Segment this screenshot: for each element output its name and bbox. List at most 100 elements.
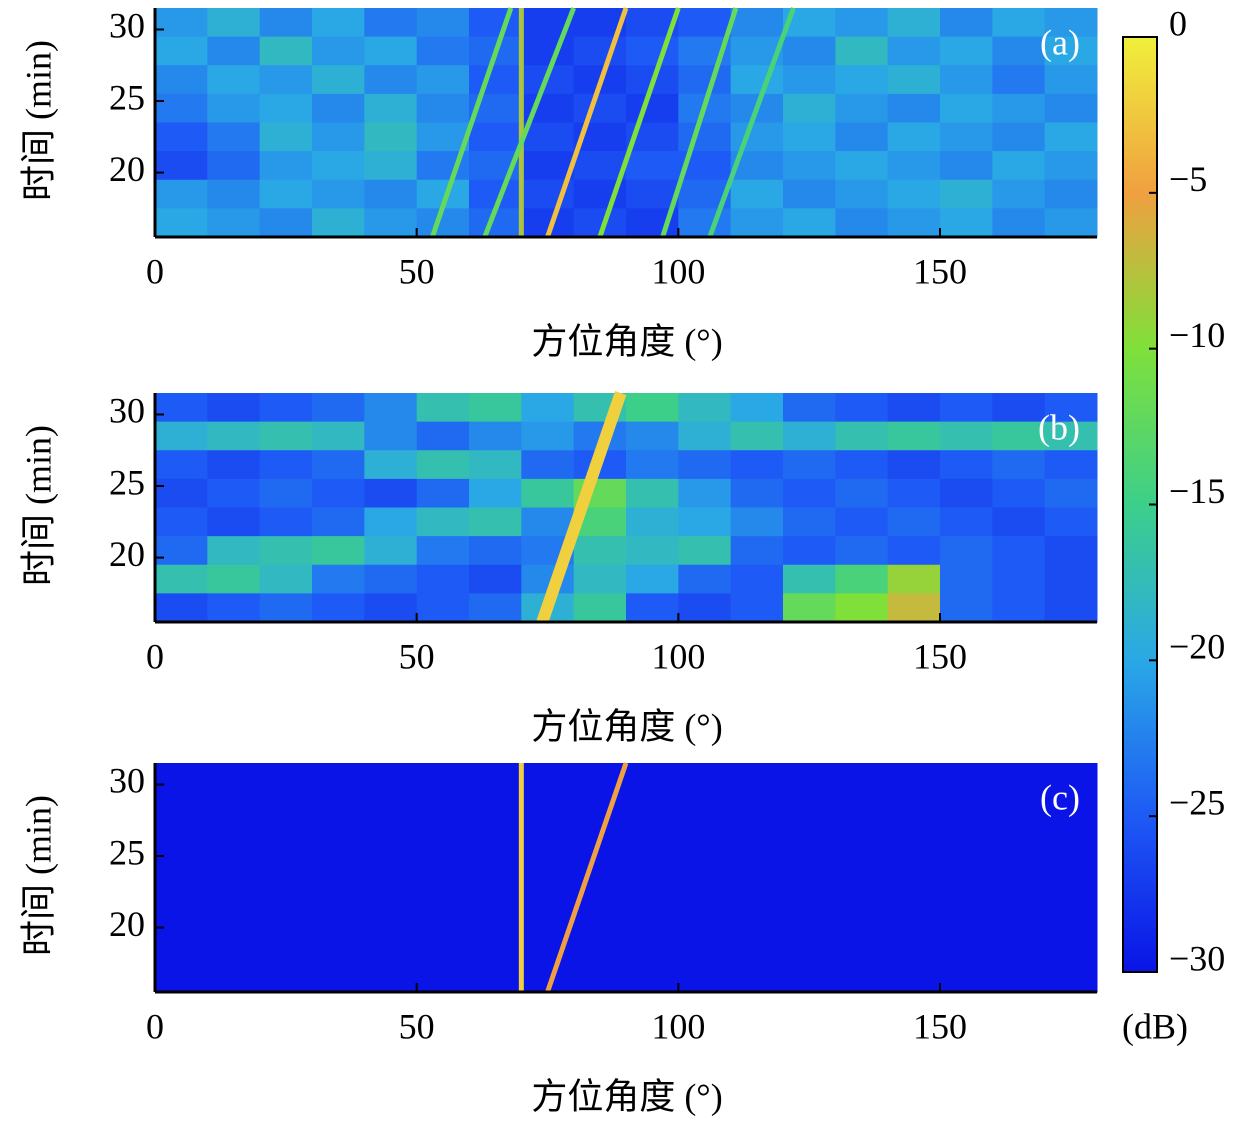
heatmap-cell — [312, 564, 365, 594]
heatmap-cell — [259, 36, 313, 66]
heatmap-cell — [940, 93, 993, 123]
heatmap-cell — [940, 593, 993, 623]
heatmap-cell — [678, 393, 732, 423]
heatmap-cell — [312, 93, 365, 123]
heatmap-cell — [469, 65, 522, 95]
heatmap-cell — [992, 421, 1046, 451]
heatmap-cell — [678, 963, 732, 993]
heatmap-cell — [364, 906, 418, 936]
x-tick-label: 100 — [651, 1006, 705, 1046]
x-tick-label: 50 — [399, 636, 435, 676]
heatmap-cell — [626, 507, 679, 537]
heatmap-cell — [469, 593, 522, 623]
heatmap-cell — [730, 564, 784, 594]
heatmap-cell — [626, 393, 679, 423]
heatmap-cell — [626, 536, 679, 566]
heatmap-cell — [416, 393, 470, 423]
heatmap-cell — [783, 208, 836, 238]
heatmap-cell — [940, 564, 993, 594]
heatmap-cell — [730, 848, 784, 878]
y-tick-label: 30 — [109, 761, 145, 801]
heatmap-cell — [573, 848, 627, 878]
heatmap-cell — [312, 820, 365, 850]
heatmap-cell — [155, 763, 208, 793]
heatmap-cell — [940, 8, 993, 38]
heatmap-cell — [626, 151, 679, 181]
heatmap-cell — [730, 450, 784, 480]
heatmap-cell — [835, 450, 889, 480]
heatmap-cell — [730, 536, 784, 566]
heatmap-cell — [207, 963, 261, 993]
heatmap-cell — [835, 906, 889, 936]
heatmap-cell — [207, 906, 261, 936]
heatmap-cell — [887, 393, 941, 423]
heatmap-cell — [364, 93, 418, 123]
heatmap-cell — [678, 421, 732, 451]
heatmap-cell — [155, 179, 208, 209]
heatmap-cell — [259, 8, 313, 38]
heatmap-cell — [364, 820, 418, 850]
heatmap-cell — [992, 93, 1046, 123]
heatmap-cell — [835, 507, 889, 537]
heatmap-cell — [992, 791, 1046, 821]
heatmap-cell — [1044, 122, 1098, 152]
track — [482, 7, 576, 238]
heatmap-cell — [626, 450, 679, 480]
heatmap-cell — [469, 507, 522, 537]
heatmap-cell — [259, 151, 313, 181]
track — [597, 7, 681, 238]
heatmap-cell — [992, 36, 1046, 66]
heatmap-cell — [364, 122, 418, 152]
heatmap-cell — [312, 963, 365, 993]
colorbar-tick-label: −25 — [1169, 782, 1225, 822]
heatmap-cell — [887, 848, 941, 878]
track — [536, 391, 627, 624]
x-axis-label: 方位角度 (°) — [531, 706, 722, 746]
heatmap-cell — [940, 507, 993, 537]
heatmap-cell — [783, 507, 836, 537]
heatmap-cell — [259, 820, 313, 850]
heatmap-cell — [573, 593, 627, 623]
heatmap-cell — [992, 8, 1046, 38]
heatmap-cell — [312, 151, 365, 181]
heatmap-cell — [940, 421, 993, 451]
heatmap-cell — [207, 122, 261, 152]
heatmap-cell — [887, 877, 941, 907]
panel: 0 50 100 150 20 25 30 方位角度 (°) 时间 (min) (b) — [18, 391, 1098, 746]
heatmap-cell — [940, 536, 993, 566]
heatmap-cell — [835, 65, 889, 95]
heatmap-cell — [626, 934, 679, 964]
heatmap-cell — [312, 763, 365, 793]
y-tick-label: 30 — [109, 391, 145, 431]
heatmap-cell — [207, 848, 261, 878]
heatmap-cell — [835, 36, 889, 66]
heatmap-cell — [259, 934, 313, 964]
heatmap-cell — [155, 8, 208, 38]
heatmap-cell — [783, 65, 836, 95]
heatmap-cell — [469, 906, 522, 936]
heatmap-cell — [992, 593, 1046, 623]
heatmap-cell — [521, 820, 575, 850]
heatmap-cell — [678, 820, 732, 850]
heatmap-cell — [312, 536, 365, 566]
heatmap-cell — [887, 820, 941, 850]
heatmap-cell — [835, 478, 889, 508]
heatmap-cell — [1044, 421, 1098, 451]
y-tick-label: 20 — [109, 149, 145, 189]
heatmap-cell — [207, 478, 261, 508]
heatmap-cell — [416, 877, 470, 907]
heatmap-cell — [678, 564, 732, 594]
heatmap-cell — [259, 906, 313, 936]
heatmap-cell — [678, 906, 732, 936]
heatmap-cell — [678, 8, 732, 38]
heatmap-cell — [835, 791, 889, 821]
heatmap-cell — [835, 564, 889, 594]
heatmap-cell — [678, 848, 732, 878]
heatmap-cell — [887, 8, 941, 38]
heatmap-cell — [364, 450, 418, 480]
heatmap-cell — [207, 763, 261, 793]
track — [545, 762, 629, 993]
heatmap-cell — [783, 848, 836, 878]
heatmap-cell — [155, 906, 208, 936]
heatmap-cell — [207, 791, 261, 821]
